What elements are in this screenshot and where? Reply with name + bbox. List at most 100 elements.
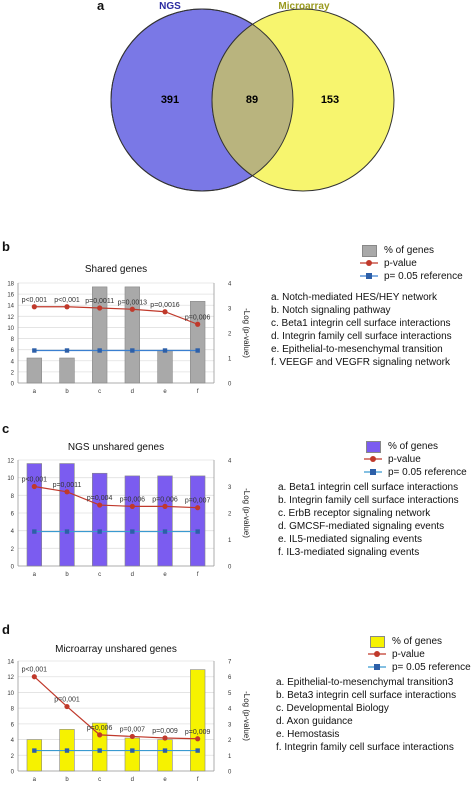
pvalue-annotation: p=0,007 <box>120 726 146 733</box>
y-tick-label: 8 <box>11 707 15 713</box>
bar-e <box>157 475 173 567</box>
y2-tick-label: 7 <box>228 660 232 666</box>
pathway-item: a. Epithelial-to-mesenchymal transition3 <box>276 677 454 688</box>
y2-tick-label: 6 <box>228 675 232 681</box>
x-tick-label: f <box>197 389 199 395</box>
y-tick-label: 12 <box>7 315 14 321</box>
bar-d <box>124 475 140 567</box>
y2-axis-label: -Log (p-value) <box>242 308 251 358</box>
x-tick-label: d <box>131 389 134 395</box>
panel-letter-b: b <box>2 239 10 254</box>
legend-label: % of genes <box>392 636 443 647</box>
reference-point <box>162 748 168 753</box>
pvalue-point <box>195 736 201 742</box>
y2-tick-label: 2 <box>228 332 232 338</box>
legend-swatch <box>360 271 378 281</box>
pvalue-annotation: p=0,001 <box>54 697 80 704</box>
pvalue-point <box>97 502 103 508</box>
pvalue-annotation: p=0,006 <box>185 314 211 321</box>
pvalue-point <box>64 489 70 495</box>
pathway-list: a. Beta1 integrin cell surface interacti… <box>278 481 459 559</box>
y-tick-label: 14 <box>7 304 14 310</box>
y2-tick-label: 5 <box>228 691 232 697</box>
pathway-item: d. Axon guidance <box>276 716 353 727</box>
x-tick-label: a <box>33 572 37 578</box>
pvalue-point <box>129 503 135 509</box>
reference-point <box>195 748 200 753</box>
pvalue-annotation: p=0,006 <box>152 496 178 503</box>
pvalue-annotation: p=0,009 <box>185 729 211 736</box>
bar-b <box>59 463 75 567</box>
legend-swatch <box>362 245 377 257</box>
pvalue-annotation: p=0,007 <box>185 498 211 505</box>
y-tick-label: 6 <box>11 512 15 518</box>
pvalue-annotation: p=0,006 <box>87 725 113 732</box>
pvalue-annotation: p=0,004 <box>87 495 113 502</box>
y-tick-label: 2 <box>11 547 15 553</box>
x-tick-label: e <box>163 572 167 578</box>
pvalue-annotation: p=0,0011 <box>85 298 114 305</box>
x-tick-label: c <box>98 777 101 783</box>
pvalue-line <box>34 306 198 325</box>
reference-point <box>130 529 135 534</box>
legend-swatch <box>364 454 382 464</box>
y2-axis-label: -Log (p-value) <box>242 691 251 741</box>
pvalue-point <box>31 483 37 490</box>
x-tick-label: f <box>197 777 199 783</box>
pathway-list: a. Notch-mediated HES/HEY network b. Notc… <box>271 291 452 369</box>
x-tick-label: e <box>163 777 167 783</box>
pvalue-line <box>34 485 198 509</box>
bar-c <box>92 472 108 567</box>
chart-title: Microarray unshared genes <box>55 644 177 655</box>
x-tick-label: b <box>65 572 69 578</box>
y-tick-label: 0 <box>11 770 15 776</box>
reference-point <box>64 348 70 353</box>
pathway-item: e. IL5-mediated signaling events <box>278 534 422 545</box>
pvalue-point <box>162 503 168 509</box>
chart-title: NGS unshared genes <box>68 442 164 453</box>
legend-swatch <box>366 441 381 453</box>
pvalue-annotation: p=0,006 <box>120 496 146 503</box>
legend-label: % of genes <box>384 245 435 256</box>
pathway-item: b. Beta3 integrin cell surface interacti… <box>276 690 457 701</box>
bar-d <box>124 737 140 772</box>
venn-overlap-count: 89 <box>246 94 258 106</box>
reference-point <box>64 748 70 753</box>
legend-swatch <box>368 649 386 659</box>
bar-f <box>190 669 206 772</box>
y-tick-label: 16 <box>7 293 14 299</box>
y2-tick-label: 2 <box>228 512 232 518</box>
legend-swatch <box>370 636 385 648</box>
reference-point <box>97 348 102 353</box>
pathway-item: b. Notch signaling pathway <box>271 305 391 316</box>
bar-a <box>26 463 42 567</box>
x-tick-label: a <box>33 389 37 395</box>
bar-f <box>190 475 206 567</box>
pvalue-point <box>195 505 201 511</box>
pvalue-annotation: p=0,0016 <box>150 302 179 309</box>
pathway-list: a. Epithelial-to-mesenchymal transition3… <box>276 676 456 754</box>
legend-swatch <box>360 258 378 268</box>
pvalue-point <box>162 309 168 315</box>
y-tick-label: 0 <box>11 565 15 571</box>
pvalue-line <box>33 676 198 740</box>
reference-point <box>195 348 200 353</box>
y2-tick-label: 1 <box>228 538 232 544</box>
reference-point <box>64 529 70 534</box>
pvalue-annotation: p=0,0011 <box>53 482 82 489</box>
y2-tick-label: 0 <box>228 565 232 571</box>
legend-label: % of genes <box>388 441 439 452</box>
pathway-item: a. Beta1 integrin cell surface interacti… <box>278 482 459 493</box>
y-tick-label: 6 <box>11 722 15 728</box>
pathway-item: b. Integrin family cell surface interact… <box>278 495 459 506</box>
bar-f <box>190 301 206 384</box>
pvalue-point <box>129 306 135 312</box>
x-tick-label: c <box>98 389 101 395</box>
pathway-item: e. Epithelial-to-mesenchymal transition <box>271 344 443 355</box>
reference-point <box>32 529 37 534</box>
y2-tick-label: 4 <box>228 707 232 713</box>
y-tick-label: 12 <box>7 459 14 465</box>
legend-label: p-value <box>388 454 421 465</box>
pathway-item: c. Developmental Biology <box>276 703 389 714</box>
